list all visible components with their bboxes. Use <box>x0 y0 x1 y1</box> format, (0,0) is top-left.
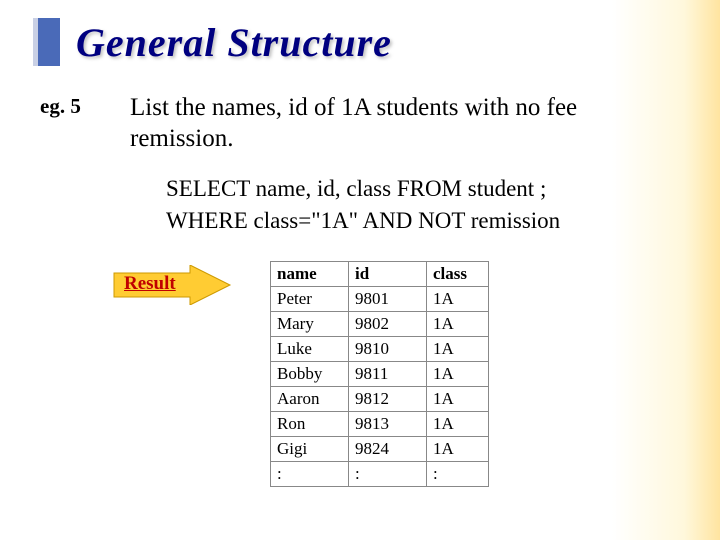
table-header-row: nameidclass <box>271 261 489 286</box>
table-cell: Ron <box>271 411 349 436</box>
table-cell: 1A <box>427 336 489 361</box>
table-cell: 9811 <box>349 361 427 386</box>
slide-content: eg. 5 List the names, id of 1A students … <box>0 66 720 487</box>
table-header-cell: name <box>271 261 349 286</box>
table-cell: Aaron <box>271 386 349 411</box>
code-line-1: SELECT name, id, class FROM student ; <box>166 173 680 205</box>
table-cell: 9812 <box>349 386 427 411</box>
table-cell: Mary <box>271 311 349 336</box>
table-row: Ron98131A <box>271 411 489 436</box>
table-cell: 1A <box>427 411 489 436</box>
slide-title: General Structure <box>76 19 392 66</box>
table-body: Peter98011AMary98021ALuke98101ABobby9811… <box>271 286 489 486</box>
table-cell: 9802 <box>349 311 427 336</box>
bullet-icon <box>38 18 60 66</box>
table-row: Aaron98121A <box>271 386 489 411</box>
example-label: eg. 5 <box>40 92 130 119</box>
example-row: eg. 5 List the names, id of 1A students … <box>40 92 680 155</box>
table-row: Luke98101A <box>271 336 489 361</box>
table-cell: Gigi <box>271 436 349 461</box>
table-cell: : <box>271 461 349 486</box>
table-row: Bobby98111A <box>271 361 489 386</box>
table-header-cell: id <box>349 261 427 286</box>
result-label: Result <box>124 273 176 295</box>
table-cell: 1A <box>427 361 489 386</box>
table-cell: 9801 <box>349 286 427 311</box>
result-arrow: Result <box>112 265 232 305</box>
table-row: Mary98021A <box>271 311 489 336</box>
slide-header: General Structure <box>0 0 720 66</box>
example-question: List the names, id of 1A students with n… <box>130 92 680 155</box>
table-cell: 9824 <box>349 436 427 461</box>
table-cell: Peter <box>271 286 349 311</box>
table-header-cell: class <box>427 261 489 286</box>
table-row: Peter98011A <box>271 286 489 311</box>
table-cell: 9813 <box>349 411 427 436</box>
table-row: ::: <box>271 461 489 486</box>
result-row: Result nameidclass Peter98011AMary98021A… <box>112 261 680 487</box>
sql-code: SELECT name, id, class FROM student ; WH… <box>166 173 680 237</box>
table-cell: : <box>349 461 427 486</box>
table-cell: 9810 <box>349 336 427 361</box>
table-cell: 1A <box>427 386 489 411</box>
table-cell: Bobby <box>271 361 349 386</box>
code-line-2: WHERE class="1A" AND NOT remission <box>166 205 680 237</box>
table-row: Gigi98241A <box>271 436 489 461</box>
result-table: nameidclass Peter98011AMary98021ALuke981… <box>270 261 489 487</box>
table-cell: 1A <box>427 436 489 461</box>
table-cell: 1A <box>427 311 489 336</box>
table-cell: : <box>427 461 489 486</box>
table-cell: Luke <box>271 336 349 361</box>
table-cell: 1A <box>427 286 489 311</box>
